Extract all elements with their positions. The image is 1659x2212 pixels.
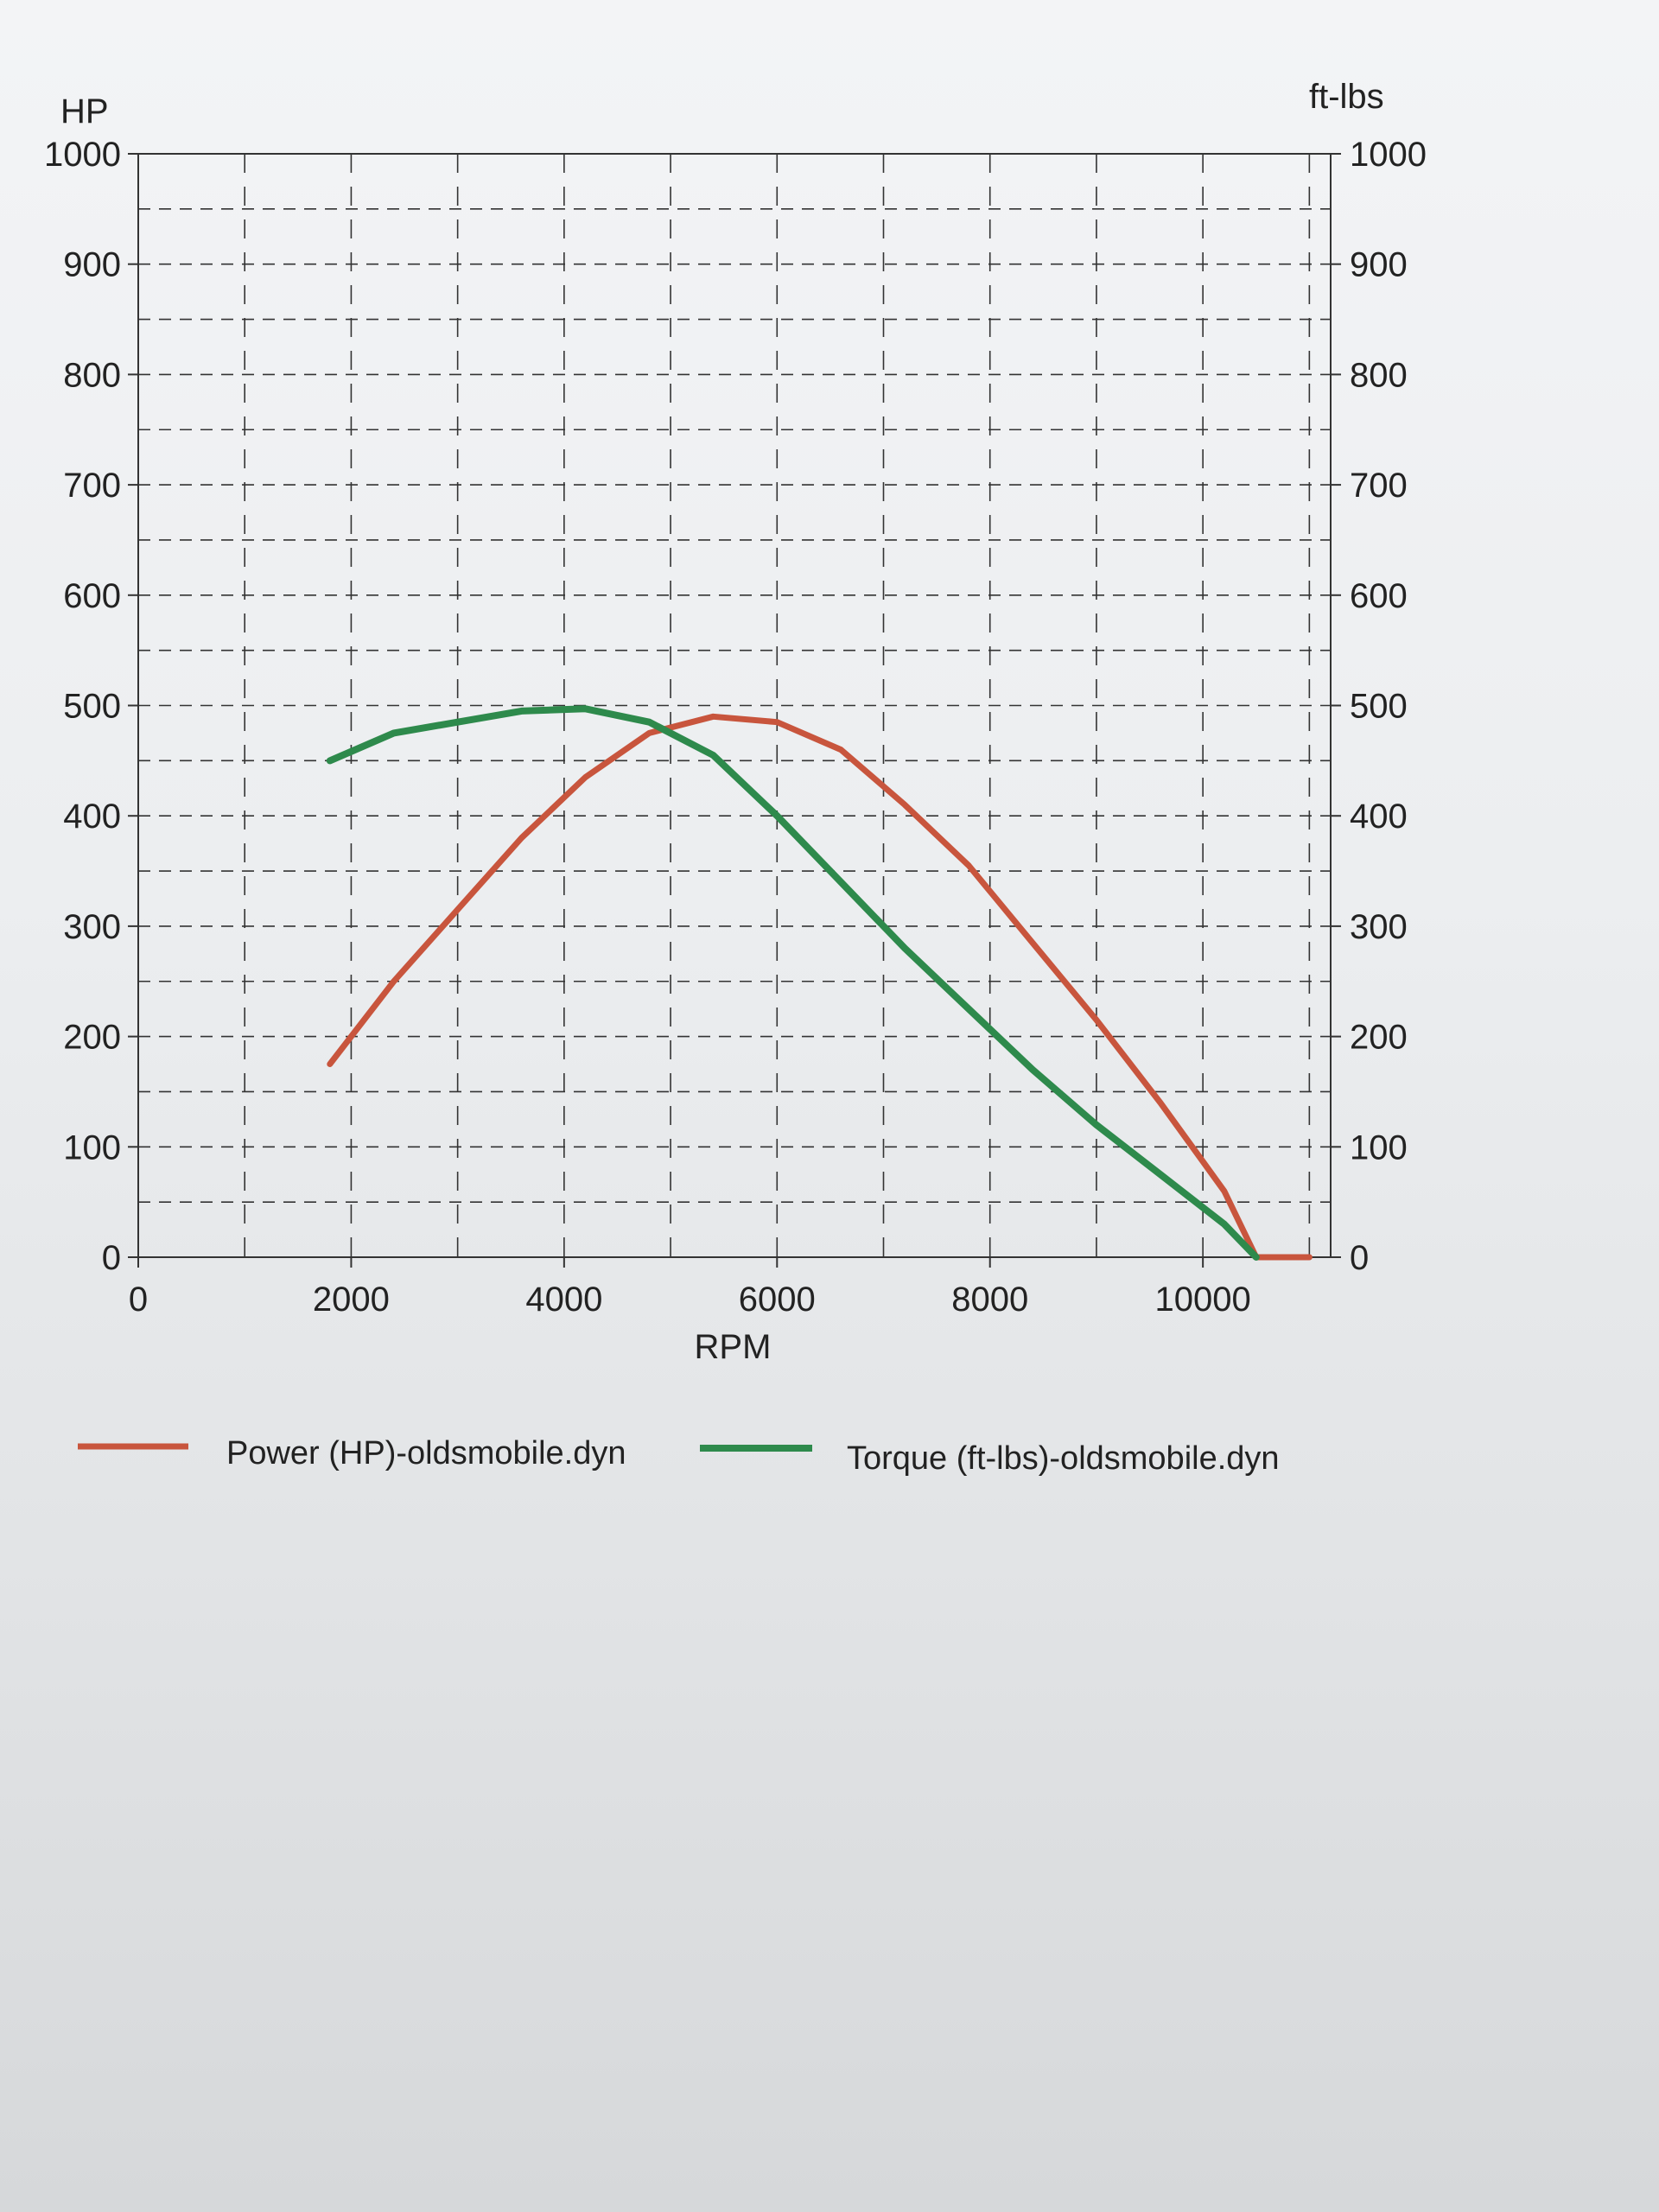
x-tick-label: 8000 — [951, 1281, 1028, 1319]
x-tick-label: 4000 — [525, 1281, 602, 1319]
y-left-tick-label: 100 — [63, 1128, 121, 1166]
y-right-tick-label: 400 — [1350, 798, 1408, 836]
series-lines — [326, 705, 1313, 1261]
y-left-tick-label: 300 — [63, 908, 121, 946]
y-left-tick-label: 800 — [63, 356, 121, 394]
y-right-tick-label: 100 — [1350, 1128, 1408, 1166]
y-right-axis-title: ft-lbs — [1309, 78, 1384, 116]
y-right-tick-label: 500 — [1350, 688, 1408, 726]
y-right-tick-label: 900 — [1350, 246, 1408, 284]
y-right-tick-label: 700 — [1350, 467, 1408, 505]
x-axis-title: RPM — [695, 1328, 772, 1366]
y-left-tick-label: 200 — [63, 1019, 121, 1057]
y-left-axis-title: HP — [60, 92, 109, 130]
y-left-tick-label: 400 — [63, 798, 121, 836]
grid — [138, 154, 1331, 1257]
y-right-tick-label: 0 — [1350, 1239, 1369, 1277]
y-right-tick-label: 800 — [1350, 356, 1408, 394]
axes — [128, 153, 1341, 1268]
legend-label-power: Power (HP)-oldsmobile.dyn — [226, 1435, 626, 1471]
y-left-tick-label: 600 — [63, 577, 121, 615]
y-left-tick-label: 0 — [102, 1239, 121, 1277]
y-left-tick-label: 500 — [63, 688, 121, 726]
legend: Power (HP)-oldsmobile.dyn Torque (ft-lbs… — [78, 1435, 1280, 1477]
y-left-tick-label: 900 — [63, 246, 121, 284]
y-left-tick-label: 1000 — [44, 136, 121, 174]
torque-line — [326, 705, 1260, 1261]
x-tick-label: 6000 — [739, 1281, 816, 1319]
y-right-tick-label: 600 — [1350, 577, 1408, 615]
y-right-tick-label: 200 — [1350, 1019, 1408, 1057]
x-tick-label: 2000 — [313, 1281, 390, 1319]
tick-labels: 0100200300400500600700800900100001002003… — [44, 136, 1427, 1319]
y-left-tick-label: 700 — [63, 467, 121, 505]
y-right-tick-label: 1000 — [1350, 136, 1427, 174]
x-tick-label: 0 — [129, 1281, 148, 1319]
y-right-tick-label: 300 — [1350, 908, 1408, 946]
x-tick-label: 10000 — [1155, 1281, 1251, 1319]
legend-label-torque: Torque (ft-lbs)-oldsmobile.dyn — [847, 1440, 1280, 1477]
